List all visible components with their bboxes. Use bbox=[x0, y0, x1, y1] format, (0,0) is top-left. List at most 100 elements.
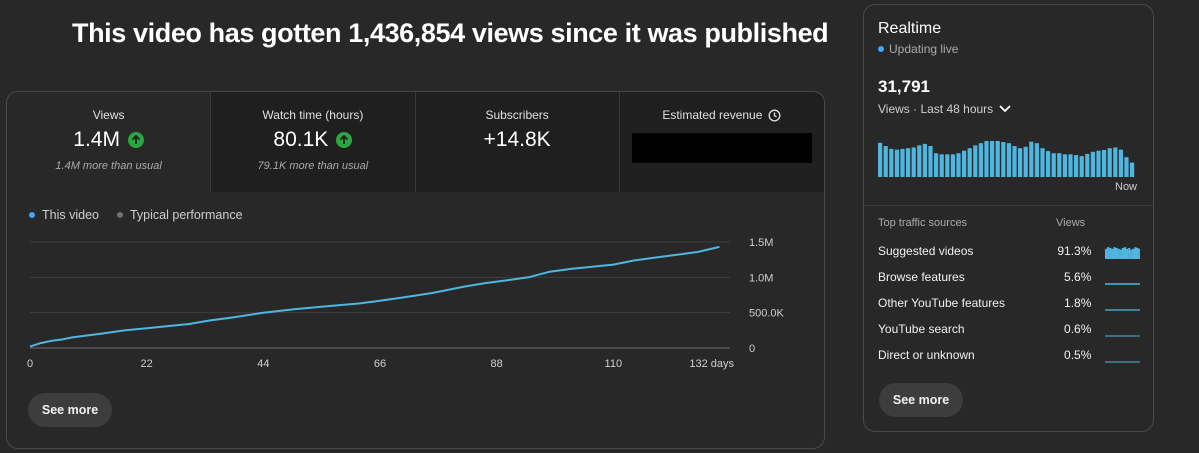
traffic-source-row[interactable]: Suggested videos 91.3% bbox=[878, 241, 1140, 261]
traffic-source-sparkline bbox=[1105, 247, 1140, 259]
legend-label: This video bbox=[42, 208, 99, 222]
period-label: Views · Last 48 hours bbox=[878, 102, 994, 116]
realtime-card: Realtime Updating live 31,791 Views · La… bbox=[863, 4, 1154, 432]
realtime-bar[interactable] bbox=[950, 154, 955, 177]
realtime-bar[interactable] bbox=[984, 141, 989, 177]
realtime-bar[interactable] bbox=[906, 148, 911, 177]
legend-item-typical-performance[interactable]: Typical performance bbox=[116, 208, 243, 222]
realtime-bar[interactable] bbox=[995, 141, 1000, 177]
realtime-bar[interactable] bbox=[928, 146, 933, 177]
traffic-source-percent: 0.6% bbox=[1064, 322, 1092, 336]
realtime-bar[interactable] bbox=[1034, 143, 1039, 177]
realtime-bar[interactable] bbox=[939, 154, 944, 177]
realtime-bar[interactable] bbox=[945, 154, 950, 177]
views-line-chart[interactable]: 0 500.0K 1.0M 1.5M 0 22 44 66 88 110 132 days bbox=[7, 232, 824, 382]
metric-label: Watch time (hours) bbox=[262, 108, 364, 122]
arrow-up-icon bbox=[336, 132, 353, 148]
realtime-bar[interactable] bbox=[1001, 142, 1006, 177]
realtime-bar[interactable] bbox=[1051, 153, 1056, 177]
traffic-sources-header: Top traffic sources bbox=[878, 217, 968, 229]
traffic-source-row[interactable]: YouTube search 0.6% bbox=[878, 319, 1140, 339]
legend-item-this-video[interactable]: This video bbox=[29, 208, 99, 222]
realtime-bar[interactable] bbox=[1040, 148, 1045, 177]
realtime-bar[interactable] bbox=[1079, 156, 1084, 177]
realtime-bar[interactable] bbox=[962, 150, 967, 177]
realtime-bar[interactable] bbox=[1062, 154, 1067, 177]
realtime-bar[interactable] bbox=[922, 143, 927, 177]
divider bbox=[864, 205, 1153, 206]
metric-label: Subscribers bbox=[485, 108, 549, 122]
metric-tab-views[interactable]: Views 1.4M 1.4M more than usual bbox=[7, 92, 212, 192]
metric-tab-watch-time[interactable]: Watch time (hours) 80.1K 79.1K more than… bbox=[211, 92, 416, 192]
realtime-bar[interactable] bbox=[1107, 148, 1112, 177]
traffic-source-percent: 5.6% bbox=[1064, 270, 1092, 284]
realtime-bar[interactable] bbox=[1090, 151, 1095, 177]
realtime-bar[interactable] bbox=[889, 148, 894, 177]
see-more-button[interactable]: See more bbox=[28, 393, 112, 427]
realtime-bar[interactable] bbox=[1012, 146, 1017, 177]
realtime-bar[interactable] bbox=[878, 142, 883, 177]
realtime-bar[interactable] bbox=[1130, 162, 1135, 177]
realtime-see-more-button[interactable]: See more bbox=[879, 383, 963, 417]
realtime-bar[interactable] bbox=[1102, 150, 1107, 177]
realtime-bar[interactable] bbox=[1046, 151, 1051, 177]
traffic-views-header: Views bbox=[1056, 217, 1086, 229]
overview-card: Views 1.4M 1.4M more than usual Watch ti… bbox=[6, 91, 825, 449]
arrow-up-icon bbox=[127, 132, 144, 148]
realtime-bar[interactable] bbox=[1029, 141, 1034, 177]
metric-comparison: 1.4M more than usual bbox=[55, 160, 162, 172]
realtime-bar[interactable] bbox=[1074, 155, 1079, 177]
x-tick-label: 66 bbox=[374, 358, 386, 370]
realtime-bar[interactable] bbox=[917, 145, 922, 177]
traffic-source-sparkline bbox=[1105, 309, 1140, 311]
realtime-bar[interactable] bbox=[1023, 146, 1028, 177]
x-tick-label: 132 days bbox=[689, 358, 734, 370]
realtime-bar[interactable] bbox=[978, 143, 983, 177]
traffic-source-sparkline bbox=[1105, 335, 1140, 337]
realtime-bar[interactable] bbox=[1096, 150, 1101, 177]
realtime-bar[interactable] bbox=[1018, 148, 1023, 177]
realtime-bar[interactable] bbox=[894, 149, 899, 177]
traffic-source-sparkline bbox=[1105, 283, 1140, 285]
traffic-source-name: Other YouTube features bbox=[878, 296, 1005, 310]
x-tick-label: 0 bbox=[27, 358, 33, 370]
realtime-bar[interactable] bbox=[990, 141, 995, 177]
realtime-bar-chart[interactable] bbox=[878, 139, 1140, 177]
traffic-source-row[interactable]: Browse features 5.6% bbox=[878, 267, 1140, 287]
metric-tabs: Views 1.4M 1.4M more than usual Watch ti… bbox=[7, 92, 824, 192]
realtime-bar[interactable] bbox=[883, 146, 888, 177]
traffic-source-name: Direct or unknown bbox=[878, 348, 975, 362]
metric-tab-estimated-revenue[interactable]: Estimated revenue bbox=[619, 92, 824, 192]
realtime-bar[interactable] bbox=[911, 147, 916, 177]
series-line-this-video[interactable] bbox=[29, 245, 720, 348]
x-tick-label: 110 bbox=[605, 358, 623, 370]
clock-icon bbox=[768, 109, 781, 122]
realtime-bar[interactable] bbox=[1113, 147, 1118, 177]
realtime-bar[interactable] bbox=[900, 148, 905, 177]
metric-tab-subscribers[interactable]: Subscribers +14.8K bbox=[415, 92, 620, 192]
traffic-source-name: YouTube search bbox=[878, 322, 965, 336]
realtime-bar[interactable] bbox=[934, 153, 939, 177]
period-selector[interactable]: Views · Last 48 hours bbox=[878, 102, 1011, 116]
realtime-bar[interactable] bbox=[1124, 157, 1129, 177]
x-tick-label: 88 bbox=[491, 358, 503, 370]
traffic-source-row[interactable]: Direct or unknown 0.5% bbox=[878, 345, 1140, 365]
realtime-bar[interactable] bbox=[973, 145, 978, 177]
traffic-source-name: Suggested videos bbox=[878, 244, 974, 258]
realtime-bar[interactable] bbox=[1068, 154, 1073, 177]
live-status: Updating live bbox=[878, 42, 958, 56]
metric-value: 80.1K bbox=[273, 128, 353, 152]
realtime-bar[interactable] bbox=[956, 153, 961, 177]
metric-value: 1.4M bbox=[73, 128, 144, 152]
realtime-bar[interactable] bbox=[967, 148, 972, 177]
realtime-bar[interactable] bbox=[1057, 153, 1062, 177]
realtime-bar[interactable] bbox=[1085, 153, 1090, 177]
redacted-revenue-value bbox=[631, 133, 812, 163]
metric-label: Estimated revenue bbox=[662, 108, 781, 122]
traffic-source-row[interactable]: Other YouTube features 1.8% bbox=[878, 293, 1140, 313]
realtime-view-count: 31,791 bbox=[878, 77, 930, 96]
metric-label: Views bbox=[92, 108, 125, 122]
y-tick-label: 1.0M bbox=[749, 272, 773, 284]
realtime-bar[interactable] bbox=[1118, 149, 1123, 177]
realtime-bar[interactable] bbox=[1006, 143, 1011, 177]
